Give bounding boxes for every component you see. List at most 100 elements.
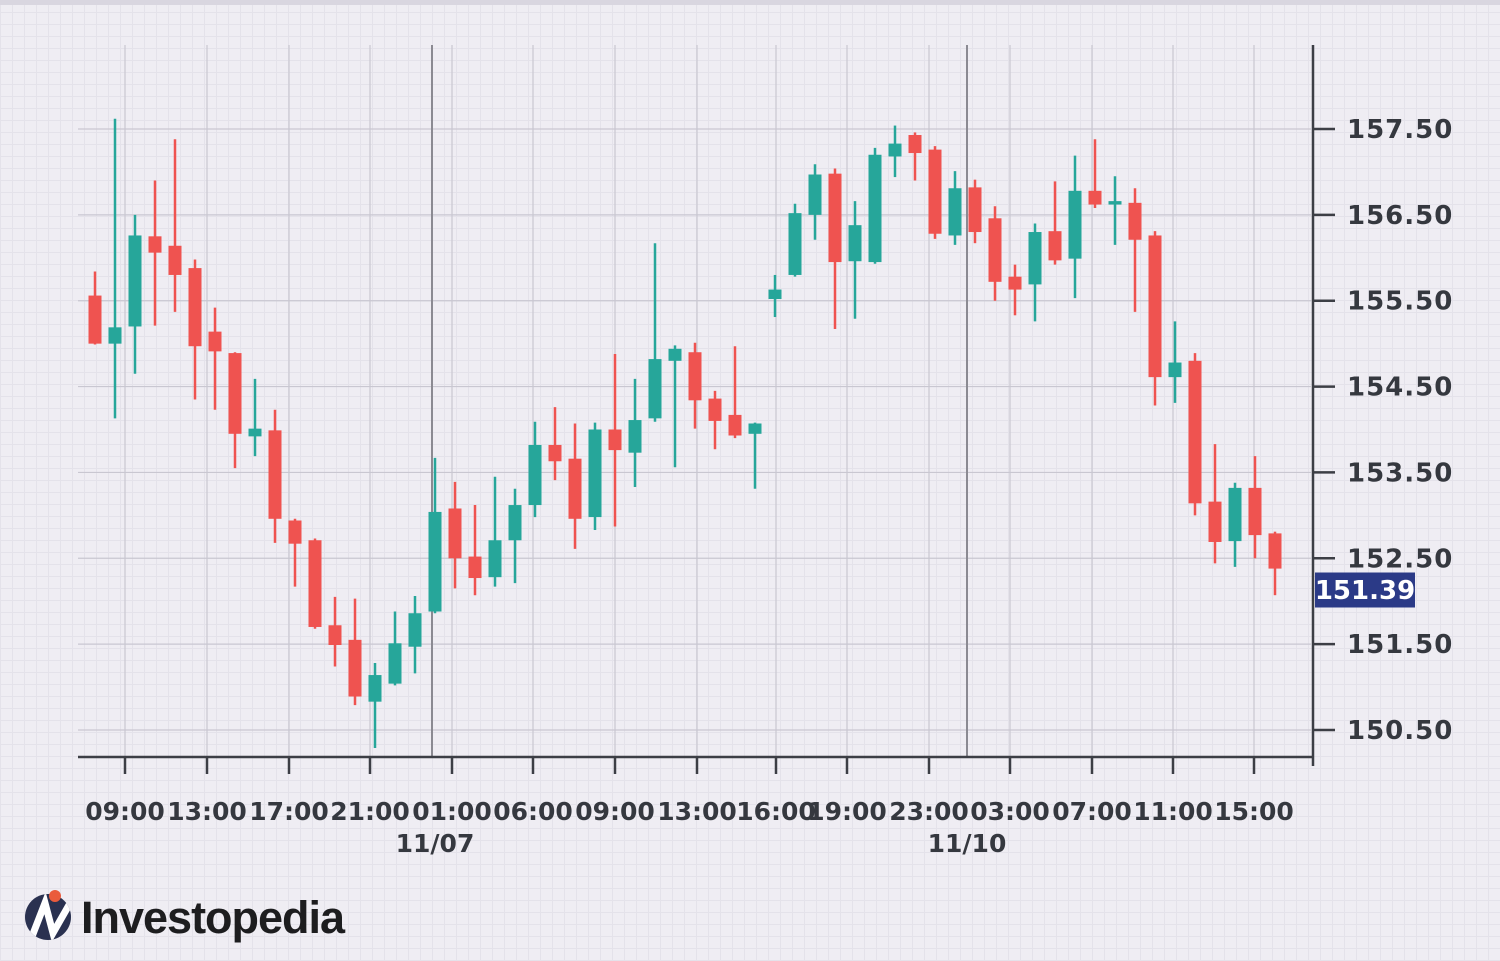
candle-down [1088,139,1102,208]
price-axis: 157.50156.50155.50154.50153.50152.50151.… [1313,115,1453,746]
candle-body [568,458,582,519]
candle-up [1108,176,1122,245]
candle-up [868,147,882,264]
candle-down [1268,531,1282,596]
time-tick-label: 13:00 [167,797,247,826]
candle-body [1248,487,1262,536]
candle-body [828,173,842,263]
candle-body [628,420,642,453]
time-tick-label: 17:00 [249,797,329,826]
candle-body [988,218,1002,282]
candle-body [1008,276,1022,290]
candle-body [308,540,322,627]
candle-body [808,174,822,215]
candle-body [548,444,562,462]
price-tick-label: 157.50 [1347,115,1453,145]
candle-body [1228,487,1242,542]
candle-body [1168,362,1182,378]
time-axis: 09:00 13:00 17:00 21:00 01:00 06:00 09:00 13:00… [85,757,1294,858]
candle-body [1068,190,1082,259]
candle-down [608,353,622,527]
candle-body [408,613,422,647]
candle-down [1008,264,1022,316]
candle-down [148,180,162,326]
candle-body [488,540,502,578]
candle-body [1088,190,1102,205]
time-tick-label: 03:00 [970,797,1050,826]
date-label: 11/07 [396,829,475,858]
candle-body [328,625,342,646]
candle-down [1188,353,1202,516]
time-tick-label: 06:00 [493,797,573,826]
candle-down [688,342,702,429]
last-price-badge-bg [1315,572,1415,608]
candle-body [148,236,162,253]
time-tick-label: 11:00 [1133,797,1213,826]
candle-body [288,520,302,544]
candle-down [728,346,742,439]
candle-up [888,125,902,178]
candle-body [648,359,662,419]
candle-body [208,331,222,352]
candle-down [828,168,842,330]
candle-up [788,203,802,277]
gridlines [78,45,1311,757]
candle-down [448,481,462,589]
candle-body [668,348,682,361]
candle-body [128,235,142,327]
candle-up [1068,155,1082,299]
time-tick-label: 01:00 [412,797,492,826]
last-price-badge-value: 151.39 [1315,576,1415,606]
candle-up [248,378,262,457]
candle-up [848,201,862,319]
candle-body [88,295,102,344]
candle-down [228,352,242,469]
candle-body [1048,231,1062,261]
candle-body [1108,201,1122,205]
candle-up [588,422,602,530]
candle-body [268,430,282,519]
time-tick-label: 21:00 [330,797,410,826]
candle-down [1148,231,1162,406]
candle-up [628,378,642,488]
candle-up [768,274,782,318]
candle-body [968,187,982,233]
candle-down [1048,181,1062,265]
candle-up [1028,223,1042,322]
logo-wordmark: Investopedia [81,892,346,943]
price-tick-label: 154.50 [1347,373,1453,403]
candle-down [168,139,182,312]
candle-body [848,225,862,262]
candle-body [948,188,962,236]
candle-body [748,423,762,434]
candle-up [428,457,442,614]
candle-body [928,149,942,234]
candle-down [1248,456,1262,559]
candle-down [348,598,362,706]
candle-body [1188,360,1202,504]
candle-down [548,407,562,481]
candle-body [868,154,882,263]
candle-down [308,538,322,629]
candle-body [248,428,262,437]
candle-down [708,390,722,450]
session-separators [431,45,968,757]
candle-down [568,423,582,549]
investopedia-logo: Investopedia [25,890,347,943]
candle-up [488,476,502,587]
candle-body [428,511,442,612]
candle-down [1128,188,1142,312]
candle-up [748,422,762,489]
candle-up [808,164,822,240]
time-tick-label: 13:00 [657,797,737,826]
candle-up [128,214,142,374]
candle-up [528,421,542,518]
candle-body [788,213,802,275]
candle-body [728,414,742,436]
candle-body [1208,501,1222,542]
candle-body [448,508,462,559]
candle-body [188,268,202,347]
candle-body [908,135,922,154]
candle-down [928,146,942,239]
